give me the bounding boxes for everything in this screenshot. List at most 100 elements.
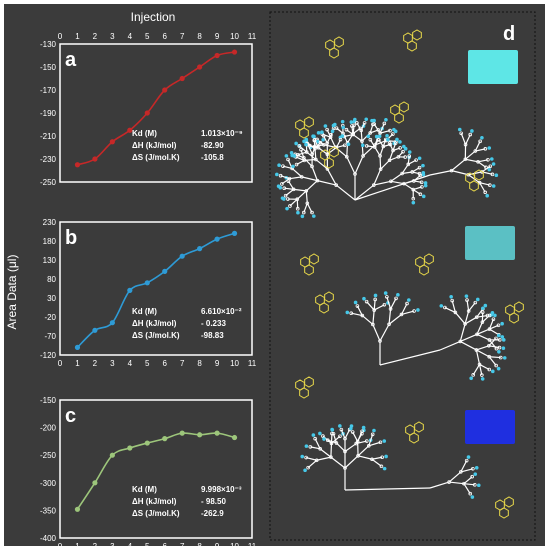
y-tick-label: 230 bbox=[43, 218, 57, 227]
bond bbox=[372, 324, 381, 342]
x-tick-label: 8 bbox=[197, 359, 202, 368]
x-tick-label: 9 bbox=[215, 32, 220, 41]
bond bbox=[463, 483, 471, 494]
bond bbox=[330, 136, 336, 148]
bond bbox=[304, 158, 316, 161]
terminal-group bbox=[496, 366, 501, 371]
bond bbox=[401, 310, 415, 316]
terminal-group bbox=[374, 134, 379, 139]
x-tick-label: 10 bbox=[230, 359, 239, 368]
atom bbox=[498, 355, 503, 360]
atom bbox=[355, 304, 360, 308]
terminal-group bbox=[320, 130, 324, 135]
terminal-group bbox=[483, 303, 488, 308]
bond bbox=[301, 176, 318, 182]
bond bbox=[305, 190, 308, 204]
x-tick-label: 2 bbox=[93, 32, 98, 41]
data-point bbox=[92, 156, 98, 162]
atom bbox=[420, 185, 424, 189]
y-tick-label: 30 bbox=[47, 294, 56, 303]
terminal-group bbox=[361, 425, 366, 430]
terminal-group bbox=[407, 150, 412, 154]
bond bbox=[388, 308, 392, 325]
annotation-value: -82.90 bbox=[201, 141, 224, 150]
bond bbox=[354, 174, 431, 201]
atom bbox=[329, 133, 333, 137]
x-tick-label: 7 bbox=[180, 542, 185, 550]
bond bbox=[448, 471, 462, 483]
atom bbox=[338, 434, 342, 439]
atom bbox=[470, 474, 474, 479]
atom bbox=[312, 138, 317, 142]
atom bbox=[330, 431, 334, 436]
data-point bbox=[127, 287, 133, 293]
dendrimer-gen-medium bbox=[300, 253, 524, 381]
terminal-group bbox=[277, 163, 281, 167]
atom bbox=[490, 172, 495, 177]
atom bbox=[494, 363, 498, 368]
bond bbox=[463, 483, 475, 486]
terminal-group bbox=[322, 437, 326, 441]
bond bbox=[326, 168, 337, 186]
bond bbox=[451, 158, 466, 172]
bond bbox=[403, 183, 414, 191]
data-point bbox=[74, 506, 81, 512]
x-tick-label: 1 bbox=[75, 542, 80, 550]
terminal-group bbox=[360, 143, 365, 148]
bond bbox=[366, 301, 375, 311]
bond bbox=[344, 455, 359, 469]
terminal-group bbox=[303, 468, 307, 473]
atom bbox=[464, 458, 469, 463]
annotation-value: - 0.233 bbox=[201, 319, 226, 328]
terminal-group bbox=[300, 454, 305, 459]
atom bbox=[372, 122, 376, 126]
atom bbox=[394, 296, 398, 301]
bond bbox=[459, 340, 477, 351]
atom bbox=[296, 152, 300, 157]
atom bbox=[325, 127, 329, 132]
terminal-group bbox=[501, 346, 506, 351]
terminal-group bbox=[386, 137, 390, 142]
terminal-group bbox=[470, 129, 474, 133]
atom bbox=[355, 121, 359, 125]
x-tick-label: 2 bbox=[93, 542, 98, 550]
bond bbox=[478, 364, 483, 376]
bond bbox=[373, 123, 381, 134]
atom bbox=[471, 467, 475, 471]
data-point bbox=[144, 440, 150, 446]
x-tick-label: 6 bbox=[163, 32, 168, 41]
x-tick-label: 10 bbox=[230, 32, 239, 41]
bond bbox=[379, 349, 441, 366]
x-tick-label: 0 bbox=[58, 359, 63, 368]
atom bbox=[297, 144, 302, 148]
dye-ring bbox=[424, 253, 434, 265]
atom bbox=[417, 171, 422, 176]
atom bbox=[281, 164, 285, 168]
terminal-group bbox=[353, 117, 357, 122]
bond bbox=[314, 438, 321, 450]
data-point bbox=[162, 436, 168, 442]
terminal-group bbox=[384, 454, 388, 459]
emission-swatch-1 bbox=[468, 50, 518, 84]
atom bbox=[480, 373, 484, 377]
bond bbox=[314, 148, 317, 160]
data-point bbox=[179, 430, 185, 436]
x-tick-label: 4 bbox=[128, 542, 133, 550]
terminal-group bbox=[500, 335, 505, 339]
terminal-group bbox=[416, 308, 420, 312]
terminal-group bbox=[304, 444, 309, 448]
bond bbox=[444, 307, 456, 313]
annotation-label: ΔH (kJ/mol) bbox=[132, 497, 177, 506]
terminal-group bbox=[345, 310, 350, 315]
bond bbox=[352, 134, 363, 142]
data-point bbox=[109, 320, 115, 326]
atom bbox=[373, 297, 377, 302]
terminal-group bbox=[417, 156, 422, 161]
atom bbox=[486, 157, 490, 162]
emission-swatch-3 bbox=[465, 410, 515, 444]
y-tick-label: -300 bbox=[40, 479, 57, 488]
atom bbox=[321, 134, 326, 138]
atom bbox=[468, 491, 473, 496]
data-point bbox=[179, 75, 185, 82]
